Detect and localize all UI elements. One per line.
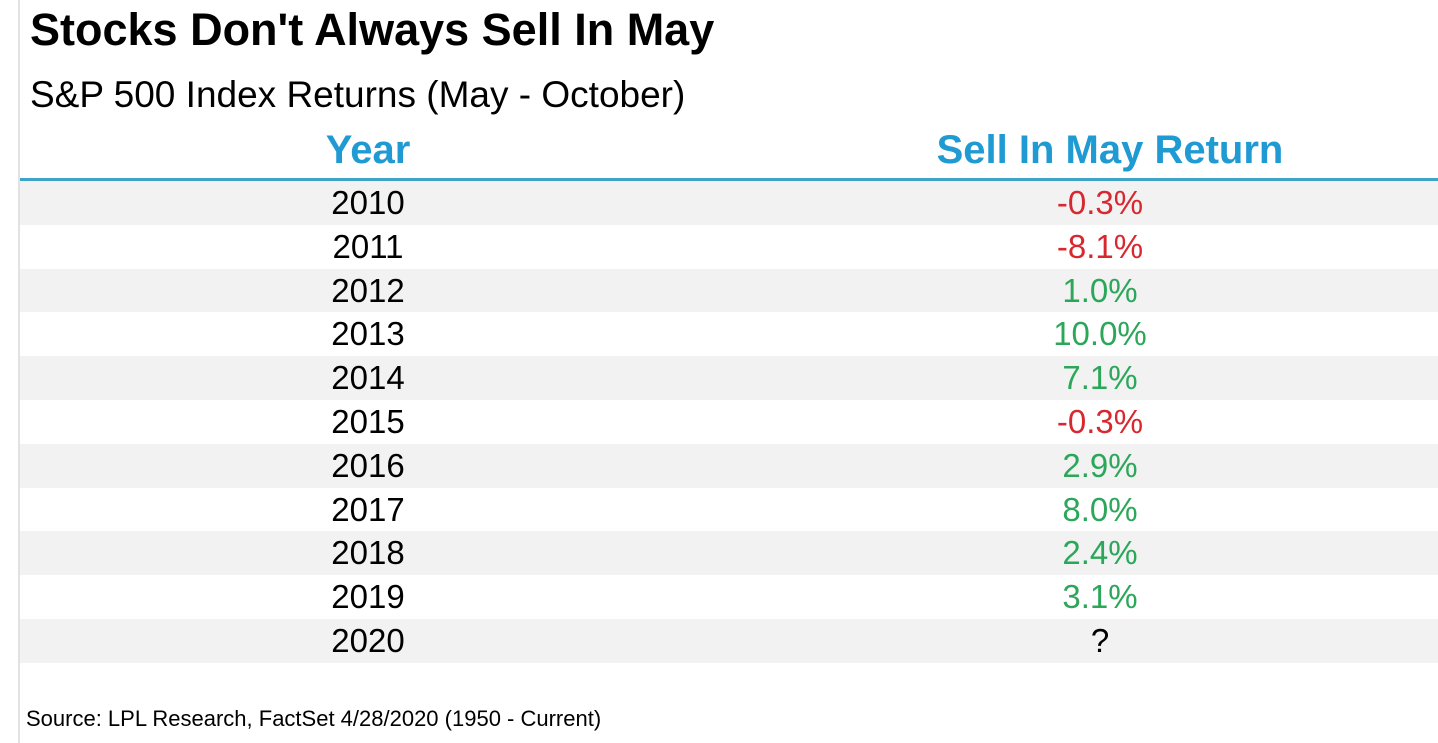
year-cell: 2010 [331, 184, 405, 221]
column-header-year: Year [325, 128, 411, 172]
returns-table: Year Sell In May Return 2010 -0.3% 2011 -8.… [20, 128, 1438, 663]
year-cell: 2015 [331, 402, 405, 440]
year-cell: 2012 [331, 271, 405, 309]
return-cell: -0.3% [1056, 184, 1144, 221]
return-cell: 3.1% [1062, 578, 1138, 616]
table-row: 2011 -8.1% [20, 225, 1438, 269]
return-cell: 10.0% [1053, 315, 1147, 353]
year-cell: 2018 [331, 534, 405, 572]
return-cell: 1.0% [1062, 271, 1138, 309]
year-cell: 2019 [331, 578, 405, 616]
table-row: 2015 -0.3% [20, 400, 1438, 444]
table-row: 2010 -0.3% [20, 181, 1438, 225]
table-header-row: Year Sell In May Return [20, 128, 1438, 181]
table-row: 2020? [20, 618, 1438, 663]
table-row: 2013 10.0% [20, 312, 1438, 356]
table-row: 2019 3.1% [20, 575, 1438, 619]
return-cell: -0.3% [1056, 402, 1144, 440]
return-cell: 8.0% [1062, 490, 1138, 528]
year-cell: 2017 [331, 490, 405, 528]
year-cell: 2013 [331, 315, 405, 353]
year-cell: 2011 [332, 227, 404, 265]
left-border [18, 0, 20, 743]
return-cell: 7.1% [1062, 359, 1138, 397]
table-row: 2014 7.1% [20, 356, 1438, 400]
table-row: 2016 2.9% [20, 443, 1438, 488]
return-cell: 2.9% [1062, 446, 1138, 484]
year-cell: 2014 [331, 359, 405, 397]
column-header-return: Sell In May Return [936, 128, 1284, 172]
year-cell: 2016 [331, 446, 405, 484]
table-row: 2017 8.0% [20, 488, 1438, 532]
return-cell: 2.4% [1062, 534, 1138, 572]
chart-title: Stocks Don't Always Sell In May [30, 4, 715, 55]
table-row: 2012 1.0% [20, 268, 1438, 313]
chart-subtitle: S&P 500 Index Returns (May - October) [30, 74, 686, 115]
year-cell: 2020 [331, 621, 405, 659]
return-cell: -8.1% [1056, 227, 1144, 265]
table-body: 2010 -0.3% 2011 -8.1% 2012 1.0% 2013 10.0% 2014 7… [20, 181, 1438, 663]
return-cell: ? [1090, 621, 1110, 659]
table-row: 2018 2.4% [20, 531, 1438, 576]
source-note: Source: LPL Research, FactSet 4/28/2020 … [26, 706, 602, 731]
